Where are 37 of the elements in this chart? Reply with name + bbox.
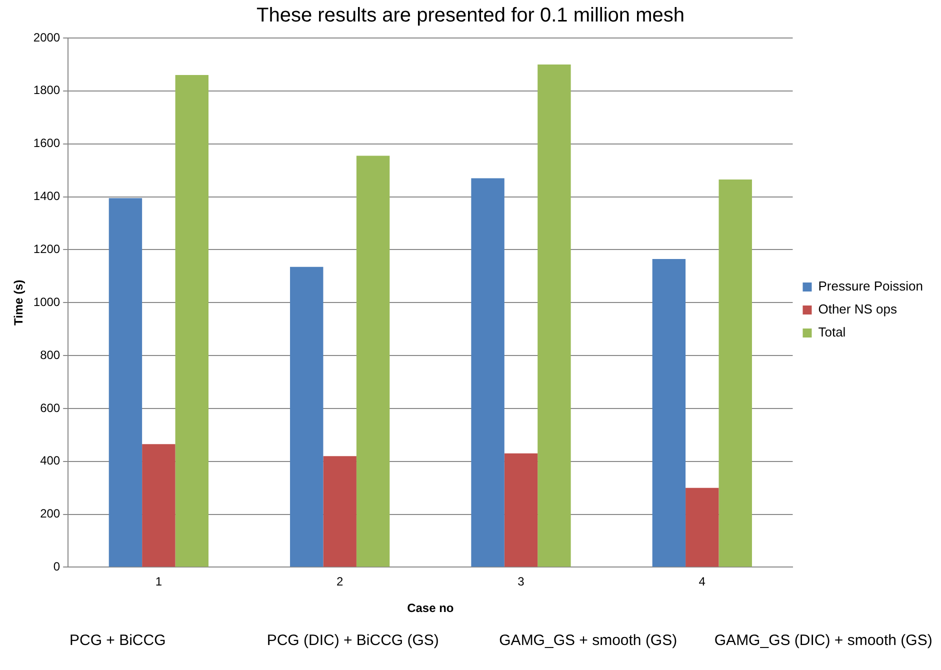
bar — [290, 266, 324, 567]
bar — [323, 456, 356, 567]
y-tick-label: 1800 — [33, 83, 60, 98]
bar — [652, 258, 686, 567]
legend-label: Other NS ops — [818, 302, 898, 317]
y-tick-label: 2000 — [33, 30, 60, 44]
y-tick-label: 1200 — [33, 242, 60, 256]
bar — [471, 178, 504, 567]
bar — [175, 75, 208, 567]
y-tick-label: 0 — [53, 560, 60, 574]
bar — [108, 198, 142, 567]
y-tick-label: 800 — [40, 348, 60, 362]
y-tick-label: 200 — [40, 506, 60, 521]
y-tick-label: 600 — [40, 400, 60, 415]
bar — [142, 444, 176, 567]
y-tick-label: 1600 — [33, 136, 60, 150]
x-tick-label: 4 — [698, 574, 706, 589]
x-tick-label: 1 — [155, 574, 162, 589]
x-tick-label: 3 — [518, 574, 525, 589]
text: GAMG_GS + smooth (GS) — [498, 632, 678, 648]
x-axis-title: Case no — [407, 601, 454, 616]
legend-label: Total — [818, 324, 846, 340]
y-axis-title: Time (s) — [12, 280, 26, 326]
bar — [718, 180, 752, 567]
x-tick-label: 2 — [336, 574, 344, 589]
y-tick-label: 1000 — [33, 294, 60, 309]
text: GAMG_GS (DIC) + smooth (GS) — [713, 632, 934, 648]
y-tick-label: 400 — [40, 454, 60, 468]
bar — [356, 156, 390, 567]
bar — [538, 64, 571, 567]
text: PCG (DIC) + BiCCG (GS) — [266, 632, 440, 648]
bar — [686, 488, 719, 567]
bar — [504, 453, 538, 567]
text: PCG + BiCCG — [68, 632, 167, 648]
legend-label: Pressure Poission — [818, 278, 924, 294]
chart-title: These results are presented for 0.1 million mesh — [256, 4, 684, 27]
y-tick-label: 1400 — [33, 189, 60, 204]
